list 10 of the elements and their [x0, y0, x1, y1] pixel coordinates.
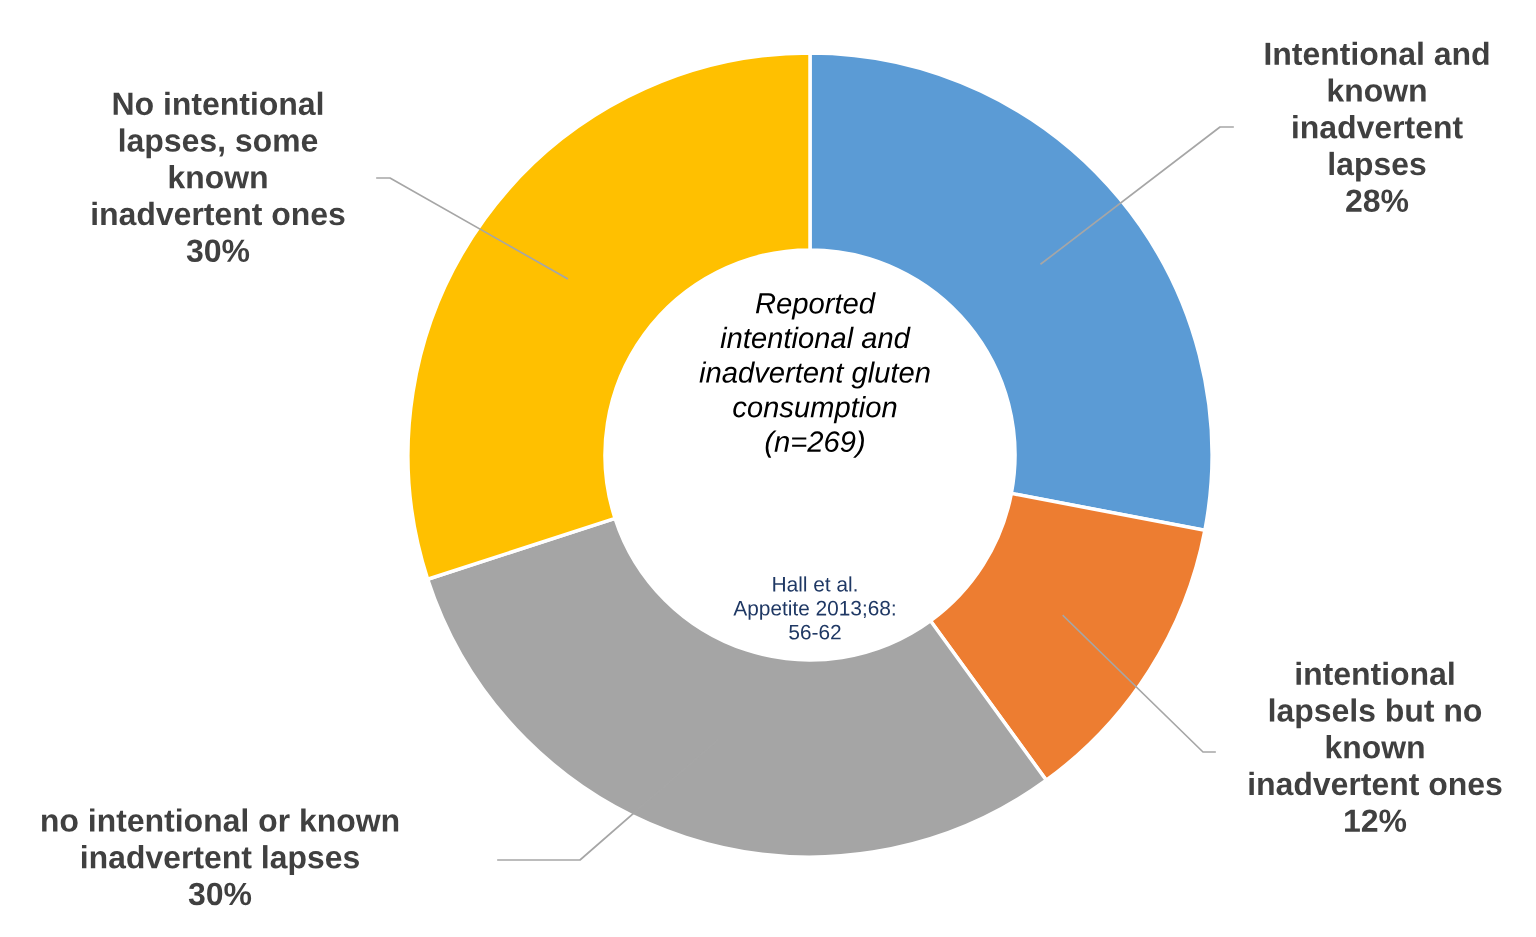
slice-label: intentional lapsels but no known inadvertent ones: [1249, 661, 1502, 796]
text: Reported intentional and inadvertent gluten consumption (n=269): [699, 292, 930, 458]
text: Hall et al. Appetite 2013;68: 56-62: [733, 576, 895, 640]
data-label: 28%: [1346, 189, 1409, 213]
slice-label: Intentional and known inadvertent lapses: [1265, 41, 1489, 182]
slice-label: No intentional lapses, some known inadvertent ones: [92, 91, 345, 226]
data-label: 30%: [186, 239, 250, 263]
slice-label: no intentional or known inadvertent lapses: [42, 808, 399, 875]
data-label: 30%: [188, 882, 252, 906]
data-label: 12%: [1345, 809, 1407, 832]
